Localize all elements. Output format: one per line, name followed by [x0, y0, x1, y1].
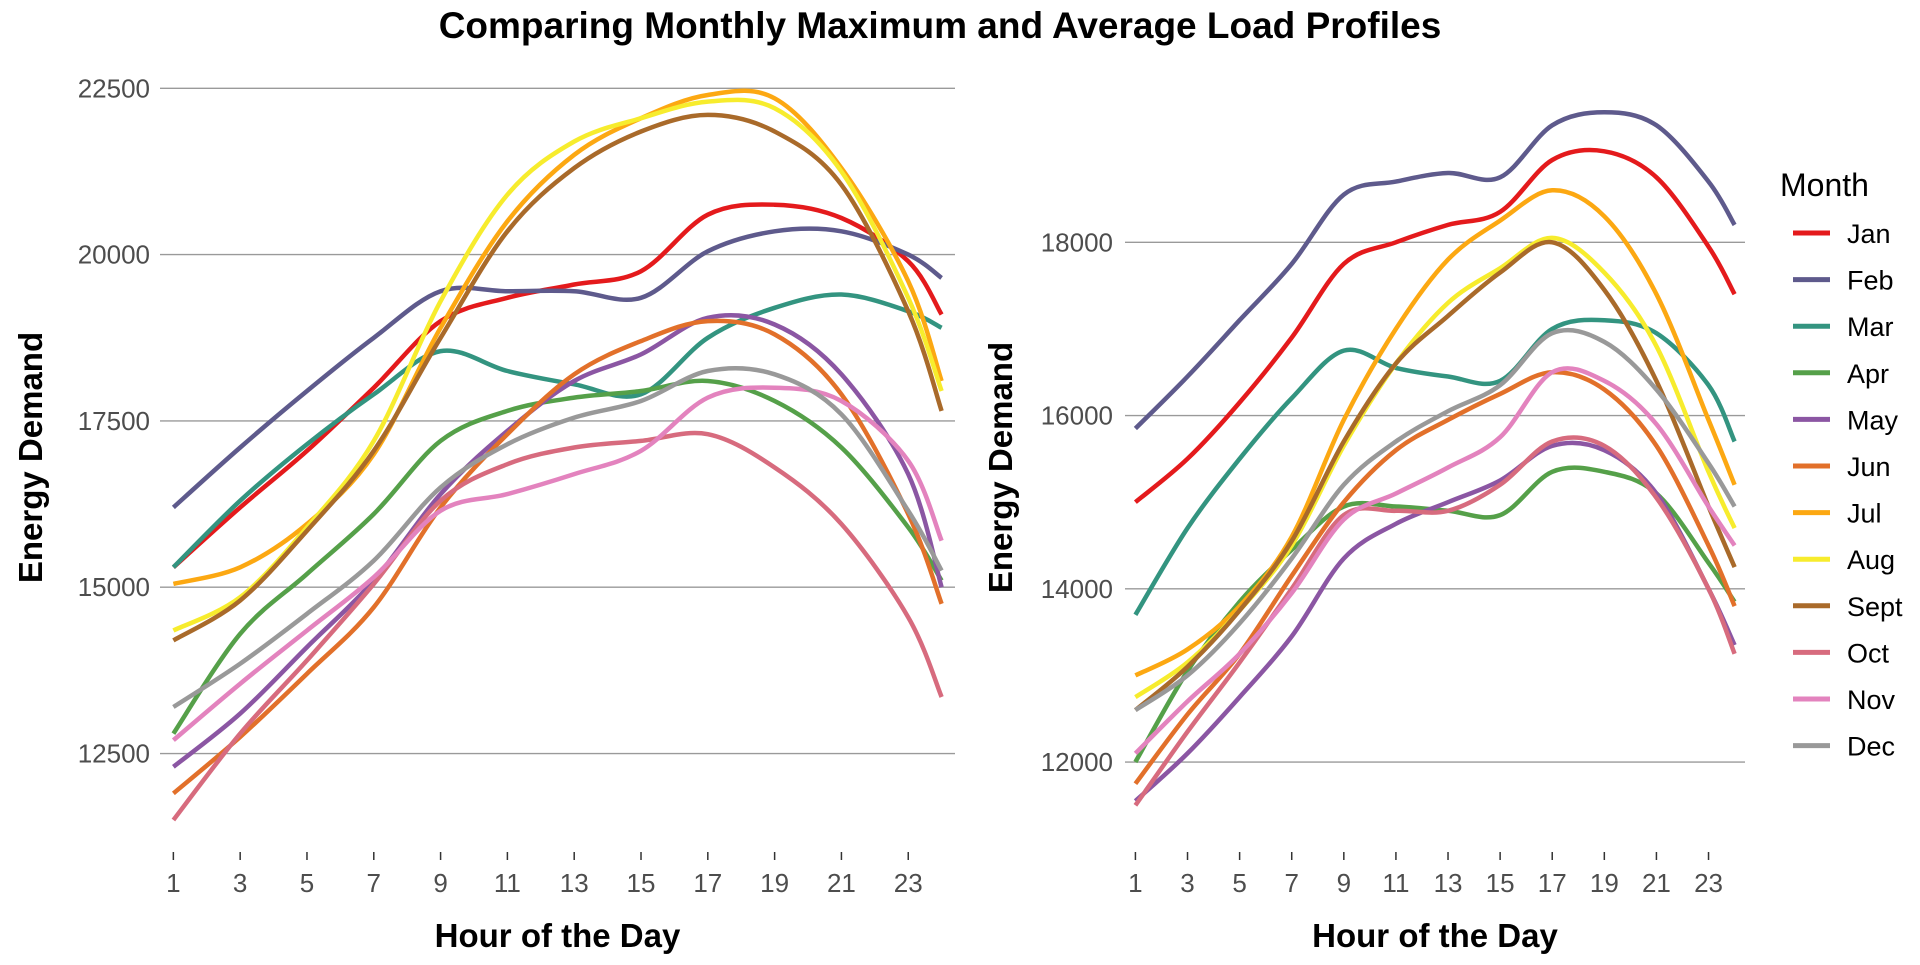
series-line-may	[172, 312, 944, 769]
legend-title: Month	[1780, 167, 1869, 203]
x-tick-label: 3	[1180, 868, 1194, 898]
series-line-apr	[171, 378, 944, 735]
legend-label-mar: Mar	[1847, 312, 1894, 342]
x-tick-label: 13	[1434, 868, 1463, 898]
y-axis-label: Energy Demand	[982, 342, 1019, 593]
legend-label-aug: Aug	[1847, 545, 1895, 575]
series-line-jan	[171, 202, 944, 569]
x-tick-label: 7	[367, 868, 381, 898]
x-tick-label: 19	[1590, 868, 1619, 898]
chart-title: Comparing Monthly Maximum and Average Lo…	[439, 5, 1442, 46]
y-axis-label: Energy Demand	[12, 332, 49, 583]
x-axis-label: Hour of the Day	[435, 917, 681, 954]
legend-label-jun: Jun	[1847, 452, 1891, 482]
legend-label-nov: Nov	[1847, 685, 1896, 715]
y-tick-label: 12000	[1041, 747, 1113, 777]
x-tick-label: 23	[1694, 868, 1723, 898]
x-tick-label: 15	[1486, 868, 1515, 898]
series-line-oct	[171, 430, 944, 822]
series-line-nov	[1133, 366, 1737, 755]
x-tick-label: 17	[693, 868, 722, 898]
series-line-sept	[172, 112, 944, 643]
x-tick-label: 3	[233, 868, 247, 898]
series-line-dec	[172, 365, 944, 709]
series-line-sept	[1133, 239, 1737, 712]
legend-label-dec: Dec	[1847, 732, 1895, 762]
x-axis-label: Hour of the Day	[1312, 917, 1558, 954]
x-tick-label: 19	[760, 868, 789, 898]
y-tick-label: 16000	[1041, 401, 1113, 431]
x-tick-label: 9	[433, 868, 447, 898]
x-tick-label: 5	[1232, 868, 1246, 898]
series-line-mar	[171, 292, 943, 569]
series-line-dec	[1134, 327, 1737, 712]
y-tick-label: 18000	[1041, 227, 1113, 257]
series-line-feb	[1133, 110, 1737, 431]
series-line-may	[1133, 440, 1737, 803]
legend-label-jul: Jul	[1847, 499, 1882, 529]
x-tick-label: 1	[1128, 868, 1142, 898]
x-tick-label: 1	[166, 868, 180, 898]
series-line-mar	[1133, 317, 1737, 616]
series-line-oct	[1133, 435, 1737, 807]
y-tick-label: 12500	[78, 739, 150, 769]
legend: Month Jan Feb Mar Apr May Jun Jul Aug Sept Oct Nov…	[1780, 167, 1903, 762]
x-tick-label: 11	[1382, 868, 1409, 898]
x-tick-label: 15	[627, 868, 656, 898]
legend-label-feb: Feb	[1847, 266, 1894, 296]
series-line-feb	[171, 226, 943, 510]
y-tick-label: 20000	[78, 240, 150, 270]
x-tick-label: 23	[894, 868, 923, 898]
legend-label-apr: Apr	[1847, 359, 1889, 389]
x-tick-label: 21	[827, 868, 856, 898]
x-tick-label: 11	[494, 868, 521, 898]
series-line-jan	[1133, 147, 1737, 504]
legend-label-jan: Jan	[1847, 219, 1891, 249]
legend-label-oct: Oct	[1847, 638, 1890, 668]
x-tick-label: 13	[560, 868, 589, 898]
x-tick-label: 17	[1538, 868, 1567, 898]
legend-label-sept: Sept	[1847, 592, 1903, 622]
series-line-jul	[1134, 188, 1737, 678]
y-tick-label: 22500	[78, 73, 150, 103]
y-tick-label: 15000	[78, 572, 150, 602]
series-line-aug	[172, 97, 944, 633]
y-tick-label: 17500	[78, 406, 150, 436]
legend-label-may: May	[1847, 405, 1899, 435]
y-tick-label: 14000	[1041, 574, 1113, 604]
x-tick-label: 7	[1284, 868, 1298, 898]
series-line-nov	[171, 385, 944, 742]
x-tick-label: 21	[1642, 868, 1671, 898]
series-line-jun	[1133, 369, 1737, 786]
x-tick-label: 5	[300, 868, 314, 898]
x-tick-label: 9	[1337, 868, 1351, 898]
